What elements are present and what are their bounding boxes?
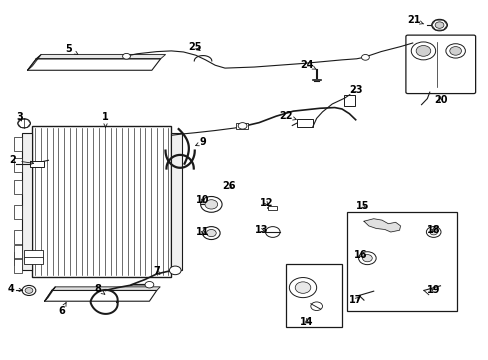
Text: 15: 15 (355, 201, 368, 211)
Text: 7: 7 (153, 266, 160, 276)
Polygon shape (27, 59, 160, 70)
Bar (171, 134, 182, 270)
Text: 2: 2 (9, 155, 34, 165)
Text: 19: 19 (426, 285, 440, 296)
Text: 12: 12 (259, 198, 273, 208)
Bar (14, 180, 21, 194)
Circle shape (431, 19, 447, 31)
Polygon shape (44, 287, 55, 301)
Text: 22: 22 (279, 111, 296, 121)
Circle shape (200, 197, 222, 212)
Text: 18: 18 (426, 225, 440, 235)
Text: 21: 21 (407, 15, 423, 26)
Circle shape (361, 54, 368, 60)
Text: 10: 10 (196, 195, 209, 205)
Text: 16: 16 (353, 250, 366, 260)
Text: 3: 3 (17, 112, 23, 122)
Circle shape (310, 302, 322, 311)
Text: 14: 14 (300, 317, 313, 327)
Text: 9: 9 (195, 138, 206, 147)
Polygon shape (52, 287, 160, 291)
Circle shape (202, 226, 220, 239)
Text: 5: 5 (65, 44, 78, 54)
Text: 8: 8 (95, 284, 104, 294)
Circle shape (122, 53, 130, 59)
Circle shape (22, 285, 36, 296)
Circle shape (206, 229, 216, 237)
Circle shape (429, 229, 437, 235)
Bar (32, 126, 171, 277)
Text: 17: 17 (348, 295, 362, 305)
Circle shape (426, 226, 440, 237)
Text: 4: 4 (8, 284, 22, 294)
Circle shape (204, 200, 217, 209)
Bar (14, 252, 21, 265)
Polygon shape (44, 291, 157, 301)
Bar (346, 212, 456, 311)
Bar (30, 161, 43, 167)
Text: 20: 20 (433, 95, 447, 105)
Bar (14, 259, 21, 273)
Bar (21, 134, 32, 270)
Circle shape (445, 44, 465, 58)
Circle shape (18, 119, 30, 128)
Text: 6: 6 (58, 303, 66, 316)
Text: 25: 25 (187, 42, 201, 51)
Polygon shape (363, 219, 400, 232)
Circle shape (169, 266, 181, 275)
Circle shape (362, 255, 371, 262)
Bar (23, 250, 43, 259)
Bar (14, 244, 21, 258)
Circle shape (358, 252, 375, 265)
Circle shape (410, 42, 435, 60)
Bar (14, 205, 21, 219)
Bar (297, 119, 312, 127)
Bar (285, 264, 341, 327)
Bar (236, 123, 248, 129)
Circle shape (238, 123, 246, 129)
Bar (344, 95, 354, 106)
Text: 13: 13 (254, 225, 268, 235)
Circle shape (145, 282, 154, 288)
Circle shape (295, 282, 310, 293)
Circle shape (265, 226, 280, 237)
Circle shape (415, 45, 430, 56)
Circle shape (434, 22, 443, 28)
Circle shape (449, 46, 461, 55)
Bar (23, 257, 43, 264)
Text: 1: 1 (102, 112, 109, 128)
FancyBboxPatch shape (405, 35, 475, 94)
Polygon shape (27, 54, 41, 70)
Bar (267, 206, 276, 210)
Text: 26: 26 (222, 181, 235, 192)
Bar (14, 230, 21, 244)
Text: 23: 23 (348, 85, 362, 95)
Bar (14, 137, 21, 150)
Bar (14, 158, 21, 172)
Circle shape (289, 278, 316, 298)
Text: 24: 24 (300, 59, 316, 69)
Polygon shape (36, 54, 165, 59)
Text: 11: 11 (196, 227, 209, 237)
Circle shape (25, 288, 33, 293)
